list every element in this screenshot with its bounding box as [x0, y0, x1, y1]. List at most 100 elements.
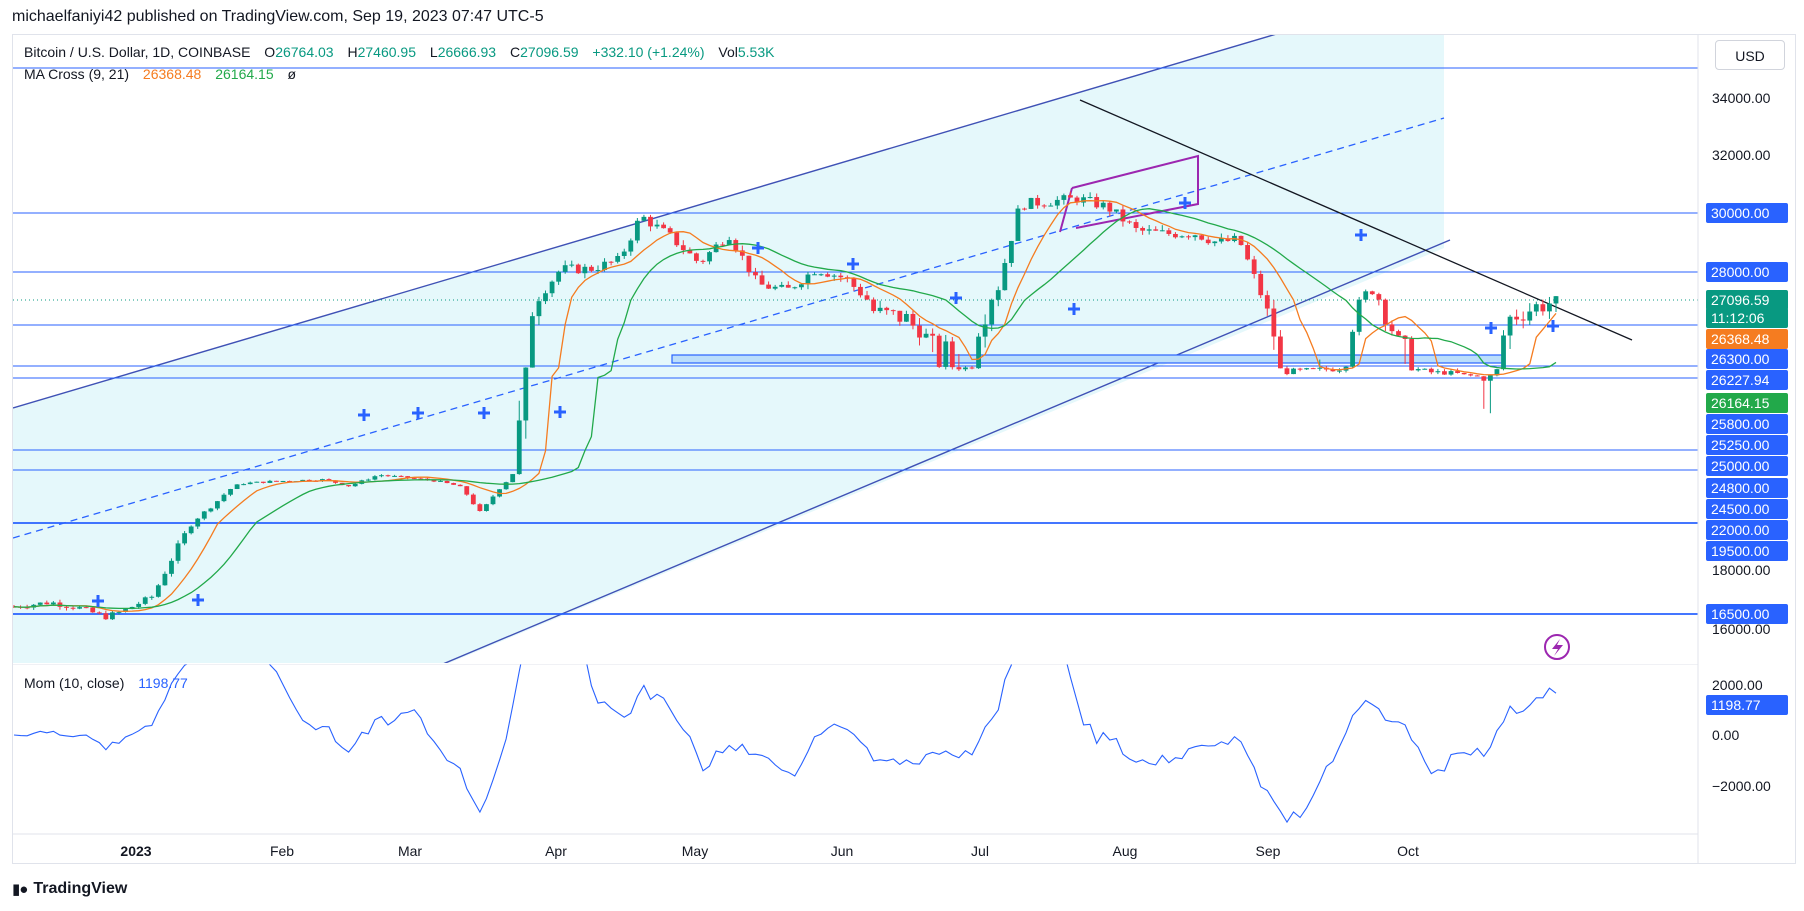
candle-body — [379, 475, 384, 477]
price-label-bg — [1706, 393, 1788, 413]
candle-body — [641, 216, 647, 221]
candle-body — [1428, 368, 1434, 373]
candle-body — [746, 255, 752, 273]
candle-body — [1389, 324, 1395, 332]
mom-y-tick-label: 2000.00 — [1712, 677, 1763, 693]
candle-body — [162, 573, 168, 586]
ma-cross-legend[interactable]: MA Cross (9, 21) 26368.48 26164.15 ø — [24, 66, 296, 82]
candle-body — [333, 480, 338, 483]
candle-body — [1369, 291, 1375, 295]
candle-body — [1068, 195, 1073, 198]
candle-body — [123, 609, 128, 612]
candle-body — [575, 264, 581, 274]
price-label: 30000.00 — [1711, 205, 1770, 221]
lightning-icon — [1544, 634, 1570, 660]
candle-body — [1048, 205, 1054, 207]
candle-body — [175, 543, 181, 561]
candle-body — [116, 611, 122, 613]
candle-body — [634, 220, 640, 241]
candle-body — [50, 602, 56, 605]
candle-body — [759, 275, 765, 285]
currency-button[interactable]: USD — [1715, 40, 1785, 70]
candle-body — [306, 479, 312, 481]
price-label: 16500.00 — [1711, 606, 1770, 622]
price-label-bg — [1706, 370, 1788, 390]
ma-cross-marker-10 — [1179, 197, 1191, 209]
candle-body — [247, 482, 253, 485]
candle-body — [589, 266, 594, 271]
price-label-bg — [1706, 604, 1788, 624]
candle-body — [188, 526, 194, 534]
symbol-name: Bitcoin / U.S. Dollar, 1D, COINBASE — [24, 44, 251, 60]
close-value: 27096.59 — [520, 44, 579, 60]
candle-body — [569, 264, 575, 266]
candle-body — [1081, 197, 1086, 203]
price-label-bg — [1706, 262, 1788, 282]
candle-body — [1002, 263, 1008, 291]
x-tick-label: Mar — [398, 843, 422, 859]
candle-body — [1304, 368, 1310, 370]
ma-cross-marker-8 — [950, 292, 962, 304]
candle-body — [1442, 371, 1447, 375]
candle-body — [917, 325, 922, 338]
candle-body — [260, 481, 266, 483]
candle-body — [1494, 369, 1500, 376]
price-label: 26300.00 — [1711, 351, 1770, 367]
tradingview-logo[interactable]: ▮● TradingView — [12, 880, 127, 898]
candle-body — [779, 284, 785, 287]
candle-body — [1278, 336, 1283, 369]
channel-fill — [13, 35, 1444, 663]
candle-body — [221, 494, 227, 502]
candle-body — [411, 478, 417, 480]
candle-body — [83, 607, 89, 609]
candle-body — [1041, 205, 1047, 207]
candle-body — [320, 479, 325, 481]
candle-body — [352, 483, 358, 487]
candle-body — [1474, 375, 1480, 377]
candle-body — [680, 245, 686, 251]
price-label-bg — [1706, 456, 1788, 476]
candle-body — [772, 286, 778, 289]
candle-body — [1448, 371, 1454, 375]
candle-body — [1507, 316, 1513, 336]
candle-body — [1173, 233, 1178, 238]
candle-body — [1113, 209, 1119, 212]
candle-body — [1422, 368, 1428, 370]
candle-body — [1159, 230, 1165, 232]
candle-body — [444, 480, 450, 484]
price-label: 24800.00 — [1711, 480, 1770, 496]
candle-body — [1094, 197, 1100, 208]
candle-body — [884, 307, 890, 311]
price-label: 26227.94 — [1711, 372, 1770, 388]
candle-body — [1245, 245, 1250, 260]
y-tick-label: 18000.00 — [1712, 562, 1771, 578]
ma-cross-marker-3 — [412, 407, 424, 419]
ma-cross-marker-1 — [192, 594, 204, 606]
candle-body — [1540, 304, 1546, 312]
candle-body — [90, 607, 96, 613]
candle-body — [503, 482, 509, 490]
candle-body — [674, 232, 680, 246]
candle-body — [694, 253, 699, 261]
candle-body — [1284, 368, 1290, 375]
price-label-bg — [1706, 478, 1788, 498]
candle-body — [595, 270, 601, 272]
candle-body — [608, 261, 614, 263]
high-value: 27460.95 — [357, 44, 417, 60]
candle-body — [470, 494, 476, 505]
candle-body — [995, 290, 1001, 300]
candle-body — [1382, 299, 1388, 325]
mom-last-label: 1198.77 — [1711, 697, 1761, 713]
price-label: 25800.00 — [1711, 416, 1770, 432]
candle-body — [1317, 367, 1323, 369]
channel-mid-line — [13, 117, 1445, 539]
momentum-legend[interactable]: Mom (10, close) 1198.77 — [24, 675, 188, 691]
candle-body — [1481, 376, 1487, 381]
candle-body — [1107, 202, 1113, 212]
candle-body — [910, 313, 916, 326]
candle-body — [766, 284, 771, 289]
candle-body — [451, 483, 457, 485]
candle-body — [267, 480, 273, 483]
ma9-line — [13, 199, 1557, 612]
